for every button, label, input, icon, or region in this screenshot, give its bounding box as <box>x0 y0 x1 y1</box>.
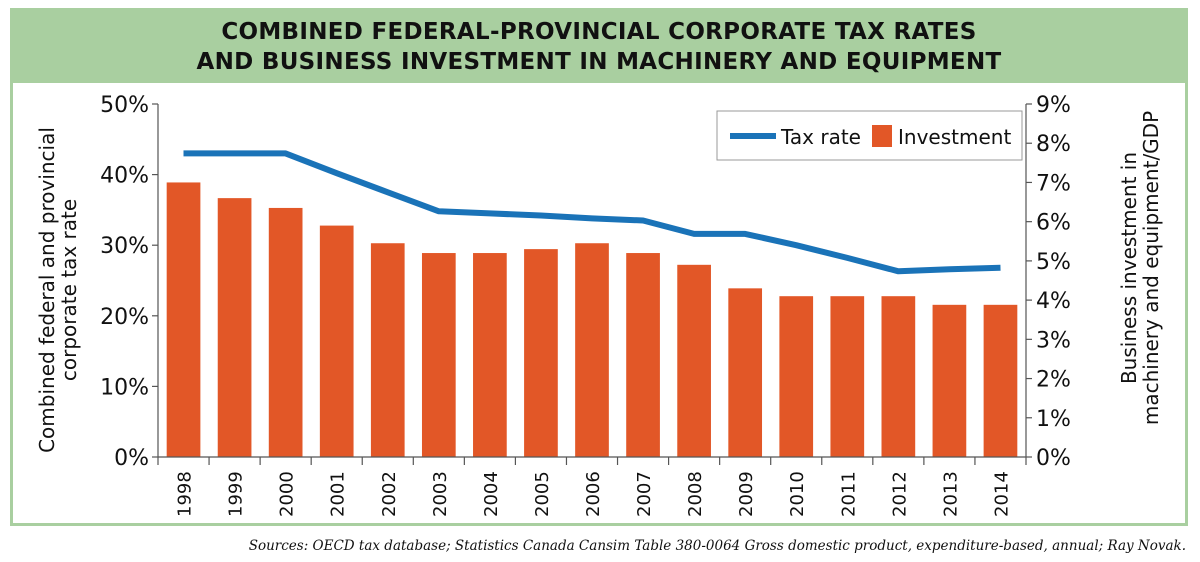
investment-bar-2009 <box>728 288 763 457</box>
y-right-tick-label: 3% <box>1036 328 1071 353</box>
y-right-tick-label: 7% <box>1036 171 1071 196</box>
investment-bar-2013 <box>932 304 967 457</box>
investment-bar-2006 <box>575 243 609 457</box>
investment-bar-2012 <box>881 296 916 457</box>
y-right-tick-label: 5% <box>1036 250 1071 275</box>
y-left-label-line-2: corporate tax rate <box>57 199 81 381</box>
investment-bar-2008 <box>677 264 711 457</box>
x-tick-label-2006: 2006 <box>583 471 604 517</box>
x-tick-label-2011: 2011 <box>838 471 859 517</box>
investment-bar-1999 <box>217 198 252 457</box>
x-tick-label-2002: 2002 <box>379 471 400 517</box>
y-right-label-line-1: Business investment in <box>1117 152 1141 384</box>
investment-bar-2004 <box>473 253 507 457</box>
x-tick-label-2014: 2014 <box>991 471 1012 517</box>
investment-bar-2007 <box>626 253 660 457</box>
y-left-label-line-1: Combined federal and provincial <box>35 127 59 453</box>
y-right-tick-label: 2% <box>1036 368 1071 393</box>
investment-bar-2003 <box>421 253 456 457</box>
chart-title-line-1: COMBINED FEDERAL-PROVINCIAL CORPORATE TA… <box>221 19 977 45</box>
legend-investment-swatch <box>872 125 892 147</box>
y-left-tick-label: 50% <box>100 93 149 118</box>
investment-bar-2005 <box>524 249 558 457</box>
legend-investment-label: Investment <box>898 125 1011 149</box>
source-note: Sources: OECD tax database; Statistics C… <box>248 538 1186 554</box>
axes-layer: 0% 10% 20% 30% 40% 50% 0% 1% 2% 3% 4% 5% 6% 7% 8% 9% 199… <box>100 93 1071 517</box>
y-left-tick-label: 0% <box>114 446 149 471</box>
investment-bar-2011 <box>830 296 865 457</box>
x-tick-label-2001: 2001 <box>328 471 349 517</box>
y-right-tick-label: 4% <box>1036 289 1071 314</box>
y-left-tick-label: 10% <box>100 375 149 400</box>
x-tick-label-2013: 2013 <box>940 471 961 517</box>
y-left-tick-label: 30% <box>100 234 149 259</box>
x-tick-label-2005: 2005 <box>532 471 553 517</box>
y-axis-left-label: Combined federal and provincial corporat… <box>35 127 81 453</box>
chart-title-line-2: AND BUSINESS INVESTMENT IN MACHINERY AND… <box>196 49 1002 75</box>
x-tick-label-2010: 2010 <box>787 471 808 517</box>
investment-bar-2002 <box>370 243 405 457</box>
investment-bar-2014 <box>983 304 1018 457</box>
y-left-tick-label: 40% <box>100 164 149 189</box>
legend-tax-rate-label: Tax rate <box>780 125 861 149</box>
y-right-tick-label: 0% <box>1036 446 1071 471</box>
x-tick-label-2008: 2008 <box>685 471 706 517</box>
y-right-tick-label: 1% <box>1036 407 1071 432</box>
y-axis-right-label: Business investment in machinery and equ… <box>1117 111 1163 425</box>
legend: Tax rate Investment <box>716 110 1023 161</box>
tax-rate-line <box>183 150 1001 275</box>
title-band: COMBINED FEDERAL-PROVINCIAL CORPORATE TA… <box>13 11 1185 83</box>
y-right-tick-label: 6% <box>1036 211 1071 236</box>
x-tick-label-2000: 2000 <box>277 471 298 517</box>
x-tick-label-2009: 2009 <box>736 471 757 517</box>
x-tick-label-2004: 2004 <box>481 471 502 517</box>
bars-layer <box>166 182 1018 457</box>
investment-bar-2001 <box>319 225 354 457</box>
y-right-label-line-2: machinery and equipment/GDP <box>1139 111 1163 425</box>
investment-bar-2010 <box>779 296 814 457</box>
line-layer <box>183 150 1001 275</box>
y-right-tick-label: 9% <box>1036 93 1071 118</box>
x-tick-label-2012: 2012 <box>889 471 910 517</box>
x-tick-label-1999: 1999 <box>226 471 247 517</box>
y-left-tick-label: 20% <box>100 305 149 330</box>
investment-bar-1998 <box>166 182 201 457</box>
investment-bar-2000 <box>268 207 303 457</box>
x-tick-label-1998: 1998 <box>175 471 196 517</box>
x-tick-label-2003: 2003 <box>430 471 451 517</box>
x-tick-label-2007: 2007 <box>634 471 655 517</box>
y-right-tick-label: 8% <box>1036 132 1071 157</box>
